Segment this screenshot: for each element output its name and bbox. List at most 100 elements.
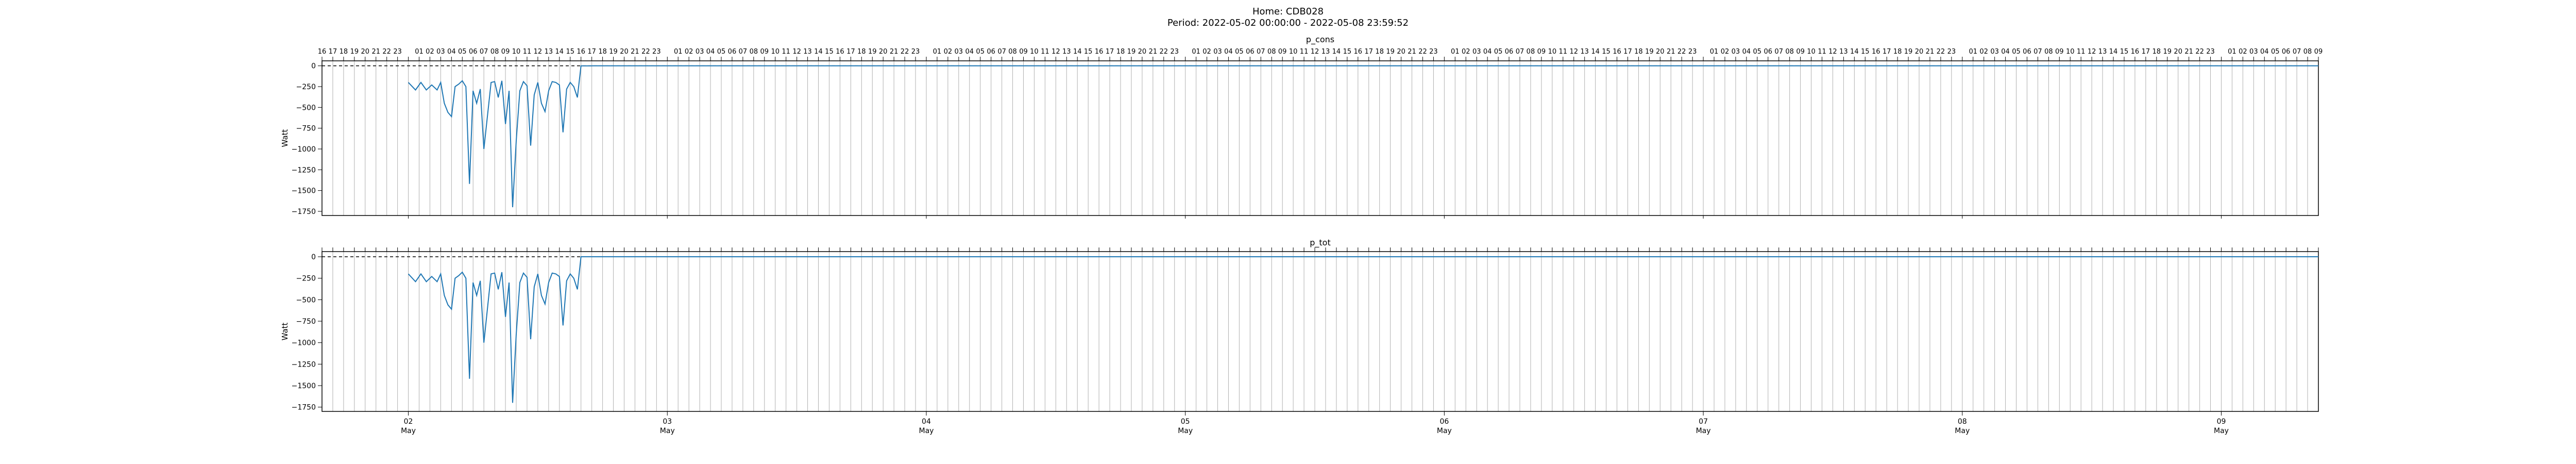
hour-tick-label: 08: [490, 48, 499, 56]
hour-tick-label: 07: [2293, 48, 2301, 56]
hour-tick-label: 20: [879, 48, 888, 56]
chart-period-subtitle: Period: 2022-05-02 00:00:00 - 2022-05-08…: [1167, 18, 1409, 28]
hour-tick-label: 08: [750, 48, 758, 56]
hour-tick-label: 10: [1289, 48, 1298, 56]
hour-tick-label: 18: [2153, 48, 2161, 56]
y-tick-label: −750: [296, 125, 316, 133]
panel-title: p_cons: [1306, 35, 1334, 45]
hour-tick-label: 22: [1677, 48, 1686, 56]
hour-tick-label: 17: [1623, 48, 1632, 56]
panel-title: p_tot: [1310, 238, 1331, 248]
y-tick-label: −1750: [292, 404, 316, 412]
hour-tick-label: 03: [955, 48, 963, 56]
hour-tick-label: 06: [1505, 48, 1514, 56]
hour-tick-label: 17: [329, 48, 337, 56]
hour-tick-label: 11: [2077, 48, 2086, 56]
month-tick-label: May: [2214, 427, 2229, 435]
y-axis-label: Watt: [280, 129, 290, 147]
y-tick-label: −1250: [292, 166, 316, 174]
hour-tick-label: 14: [555, 48, 564, 56]
date-tick-label: 03: [663, 418, 672, 426]
hour-tick-label: 08: [1267, 48, 1276, 56]
hour-tick-label: 15: [1861, 48, 1870, 56]
hour-tick-label: 23: [1947, 48, 1956, 56]
hour-tick-label: 23: [393, 48, 402, 56]
hour-tick-label: 20: [361, 48, 370, 56]
hour-tick-label: 02: [426, 48, 434, 56]
hour-tick-label: 15: [1343, 48, 1352, 56]
hour-tick-label: 05: [2271, 48, 2280, 56]
hour-tick-label: 09: [2314, 48, 2323, 56]
month-tick-label: May: [1437, 427, 1452, 435]
date-tick-label: 08: [1958, 418, 1967, 426]
hour-tick-label: 10: [2066, 48, 2075, 56]
y-tick-label: −750: [296, 318, 316, 326]
hour-tick-label: 01: [1710, 48, 1719, 56]
hour-tick-label: 04: [447, 48, 456, 56]
y-tick-label: −1500: [292, 187, 316, 195]
y-tick-label: −1250: [292, 360, 316, 369]
hour-tick-label: 21: [1149, 48, 1158, 56]
hour-tick-label: 10: [512, 48, 521, 56]
hour-tick-label: 04: [1224, 48, 1233, 56]
hour-tick-label: 02: [1979, 48, 1988, 56]
hour-tick-label: 18: [598, 48, 607, 56]
hour-tick-label: 12: [1311, 48, 1319, 56]
hour-tick-label: 08: [1527, 48, 1535, 56]
hour-tick-label: 21: [631, 48, 639, 56]
hour-tick-label: 22: [901, 48, 909, 56]
hour-tick-label: 03: [1990, 48, 1999, 56]
hour-tick-label: 18: [1893, 48, 1902, 56]
hour-tick-label: 13: [1580, 48, 1589, 56]
hour-tick-label: 09: [501, 48, 510, 56]
hour-tick-label: 23: [1688, 48, 1697, 56]
hour-tick-label: 17: [2142, 48, 2150, 56]
y-tick-label: −500: [296, 104, 316, 112]
hour-tick-label: 22: [1937, 48, 1945, 56]
hour-tick-label: 12: [1828, 48, 1837, 56]
hour-tick-label: 06: [987, 48, 995, 56]
hour-tick-label: 19: [609, 48, 618, 56]
chart-home-title: Home: CDB028: [1252, 6, 1324, 17]
month-tick-label: May: [1178, 427, 1193, 435]
hour-tick-label: 04: [965, 48, 974, 56]
hour-tick-label: 05: [1753, 48, 1762, 56]
hour-tick-label: 22: [2195, 48, 2204, 56]
plot-frame: [321, 251, 2319, 412]
hour-tick-label: 07: [1516, 48, 1524, 56]
hour-tick-label: 19: [2163, 48, 2172, 56]
hour-tick-label: 14: [1332, 48, 1341, 56]
hour-tick-label: 05: [717, 48, 726, 56]
hour-tick-label: 15: [2120, 48, 2129, 56]
date-tick-label: 02: [404, 418, 413, 426]
hour-tick-label: 19: [1645, 48, 1654, 56]
hour-tick-label: 21: [1667, 48, 1675, 56]
hour-tick-label: 16: [318, 48, 327, 56]
hour-tick-label: 07: [480, 48, 488, 56]
hour-tick-label: 04: [1742, 48, 1751, 56]
hour-tick-label: 01: [933, 48, 942, 56]
hour-tick-label: 23: [911, 48, 920, 56]
hour-tick-label: 03: [1213, 48, 1222, 56]
hour-tick-label: 03: [696, 48, 704, 56]
hour-tick-label: 07: [2033, 48, 2042, 56]
y-tick-label: −1500: [292, 382, 316, 390]
hour-tick-label: 13: [1839, 48, 1848, 56]
hour-tick-label: 14: [814, 48, 823, 56]
y-tick-label: 0: [311, 253, 316, 261]
hour-tick-label: 10: [1548, 48, 1557, 56]
hour-tick-label: 16: [1872, 48, 1880, 56]
y-tick-label: −1750: [292, 208, 316, 216]
hour-tick-label: 18: [1634, 48, 1643, 56]
hour-tick-label: 17: [1883, 48, 1891, 56]
hour-tick-label: 09: [760, 48, 769, 56]
hour-tick-label: 12: [2088, 48, 2096, 56]
hour-tick-label: 05: [2012, 48, 2021, 56]
hour-tick-label: 09: [1537, 48, 1546, 56]
hour-tick-label: 19: [350, 48, 359, 56]
hour-tick-label: 23: [1170, 48, 1179, 56]
hour-tick-label: 16: [1613, 48, 1621, 56]
hour-tick-label: 07: [1257, 48, 1265, 56]
hour-tick-label: 17: [846, 48, 855, 56]
hour-tick-label: 06: [1246, 48, 1255, 56]
